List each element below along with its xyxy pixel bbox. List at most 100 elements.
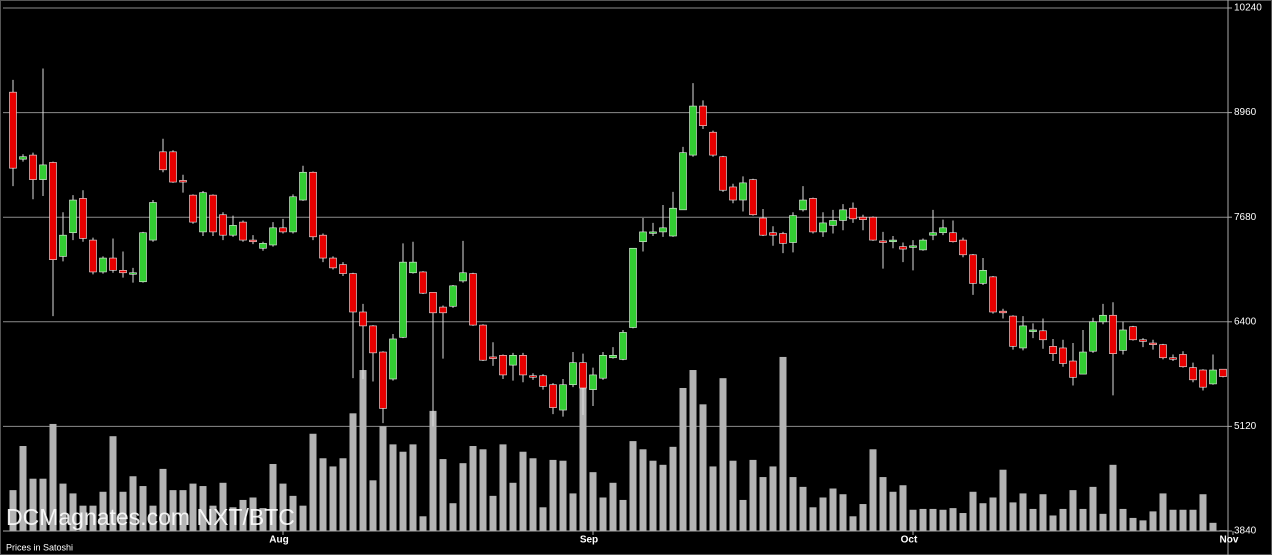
- candle-body-up: [39, 164, 47, 180]
- candle-body-down: [1109, 314, 1117, 354]
- volume-bar: [209, 505, 217, 531]
- candle-body-down: [719, 156, 727, 191]
- volume-bar: [1199, 494, 1207, 531]
- volume-bar: [429, 410, 437, 531]
- candle-body-down: [969, 254, 977, 284]
- volume-bar: [1079, 508, 1087, 531]
- candle-body-up: [649, 231, 657, 234]
- candle-body-down: [329, 257, 337, 269]
- volume-bar: [279, 483, 287, 531]
- volume-bar: [959, 513, 967, 531]
- volume-bar: [529, 458, 537, 531]
- candle-body-down: [239, 221, 247, 241]
- candle-body-down: [709, 131, 717, 156]
- candle-body-down: [989, 276, 997, 313]
- volume-bar: [249, 497, 257, 531]
- volume-bar: [1099, 513, 1107, 531]
- watermark: DCMagnates.com NXT/BTC: [6, 504, 295, 530]
- candle-body-down: [1179, 354, 1187, 368]
- candle-body-down: [1049, 346, 1057, 354]
- volume-bar: [559, 460, 567, 531]
- volume-bar: [759, 477, 767, 531]
- candle-body-up: [799, 199, 807, 211]
- volume-bar: [899, 485, 907, 531]
- volume-bar: [709, 466, 717, 531]
- volume-bar: [779, 356, 787, 531]
- candle-body-down: [179, 180, 187, 183]
- candle-body-down: [439, 306, 447, 314]
- candle-body-up: [59, 234, 67, 257]
- volume-bar: [699, 404, 707, 531]
- candle-body-down: [549, 384, 557, 408]
- volume-bar: [939, 509, 947, 531]
- volume-bar: [259, 508, 267, 531]
- volume-bar: [1189, 509, 1197, 531]
- candle-body-up: [629, 247, 637, 328]
- y-axis-label: Prices in Satoshi: [6, 542, 73, 552]
- volume-bar: [739, 499, 747, 531]
- volume-bar: [239, 499, 247, 531]
- volume-bar: [1019, 493, 1027, 531]
- volume-bar: [799, 486, 807, 531]
- candle-body-up: [509, 355, 517, 366]
- candle-body-down: [89, 239, 97, 273]
- y-tick-label: 6400: [1234, 316, 1257, 327]
- candle-body-down: [579, 362, 587, 389]
- volume-bar: [769, 466, 777, 531]
- volume-bar: [729, 460, 737, 531]
- volume-bar: [169, 490, 177, 531]
- candle-body-up: [559, 384, 567, 411]
- y-tick-label: 10240: [1234, 3, 1262, 14]
- x-tick-label: Nov: [1220, 535, 1239, 546]
- volume-bar: [499, 444, 507, 531]
- axes: 3840 5120 6400 7680 8960 10240 Aug Sep Oct Nov: [3, 0, 1262, 555]
- volume-bar: [919, 508, 927, 531]
- volume-bar: [749, 459, 757, 531]
- candle-body-down: [419, 271, 427, 294]
- candle-body-up: [1019, 325, 1027, 349]
- volume-bar: [489, 495, 497, 531]
- candle-body-up: [789, 215, 797, 243]
- volume-bar: [509, 482, 517, 531]
- volume-bar: [639, 449, 647, 531]
- candle-body-up: [819, 222, 827, 233]
- candle-body-up: [669, 207, 677, 237]
- candle-body-down: [489, 356, 497, 359]
- candle-body-up: [99, 257, 107, 273]
- candle-body-down: [779, 233, 787, 244]
- candle-body-down: [249, 239, 257, 243]
- candle-body-up: [979, 270, 987, 284]
- candle-body-up: [389, 338, 397, 380]
- candle-body-up: [919, 239, 927, 251]
- volume-bar: [599, 497, 607, 531]
- volume-bar: [549, 459, 557, 531]
- candle-body-down: [1169, 357, 1177, 360]
- volume-bar: [159, 468, 167, 531]
- candle-body-down: [9, 91, 17, 169]
- volume-bar: [9, 490, 17, 531]
- candle-body-down: [769, 232, 777, 236]
- volume-bar: [979, 503, 987, 531]
- volume-bar: [59, 483, 67, 531]
- volume-bar: [309, 433, 317, 531]
- candle-body-up: [1099, 314, 1107, 323]
- volume-bar: [579, 386, 587, 531]
- volume-bar: [269, 463, 277, 531]
- candle-body-down: [1159, 344, 1167, 359]
- candle-body-up: [659, 227, 667, 233]
- candle-body-down: [319, 234, 327, 259]
- candle-body-down: [279, 227, 287, 233]
- candle-body-down: [79, 198, 87, 239]
- volume-bar: [1059, 508, 1067, 531]
- volume-bar: [1009, 502, 1017, 531]
- candle-body-down: [999, 310, 1007, 314]
- volume-bar: [419, 516, 427, 531]
- volume-bar: [329, 466, 337, 531]
- candle-body-up: [1079, 351, 1087, 375]
- volume-bar: [119, 491, 127, 531]
- candle-body-up: [569, 362, 577, 386]
- candle-body-down: [849, 207, 857, 220]
- volume-bar: [189, 483, 197, 531]
- volume-bar: [1139, 520, 1147, 531]
